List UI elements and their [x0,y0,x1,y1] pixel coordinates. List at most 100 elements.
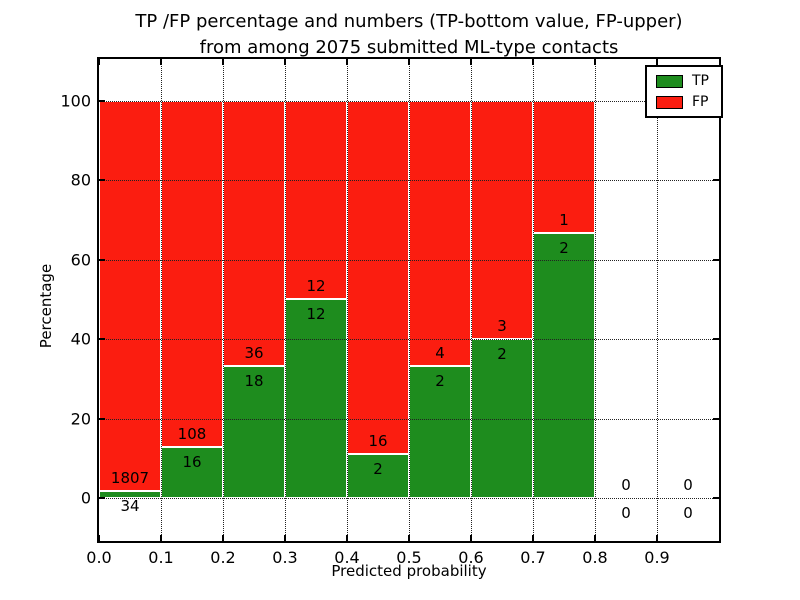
y-tick-mark-left [99,179,105,182]
x-tick-mark-top [98,59,100,65]
gridline-vertical [161,59,162,541]
tp-count-label: 2 [497,345,507,364]
y-tick-label: 80 [70,170,91,190]
x-tick-mark-bottom [470,535,472,541]
x-tick-mark-bottom [656,535,658,541]
x-tick-mark-bottom [284,535,286,541]
x-tick-label: 0.9 [644,548,670,567]
bar-segment-fp [161,100,223,447]
gridline-vertical [533,59,534,541]
x-tick-mark-bottom [408,535,410,541]
y-tick-mark-right [713,258,719,261]
x-tick-mark-top [284,59,286,65]
x-tick-mark-bottom [98,535,100,541]
legend-label-fp: FP [692,94,709,110]
bar-segment-fp [347,100,409,454]
y-tick-label: 0 [80,488,91,508]
bar-segment-fp [471,100,533,340]
x-tick-mark-top [594,59,596,65]
fp-count-label: 1 [559,211,569,230]
bar-segment-tp [99,490,161,498]
tp-count-label: 0 [621,504,631,522]
x-tick-label: 0.8 [582,548,608,567]
bar-segment-tp [223,365,285,498]
chart-title-line1: TP /FP percentage and numbers (TP-bottom… [135,11,683,32]
tp-count-label: 0 [683,504,693,522]
x-tick-label: 0.0 [86,548,112,567]
legend-item-tp: TP [656,74,709,88]
x-tick-mark-bottom [594,535,596,541]
fp-count-label: 36 [244,343,264,362]
y-tick-label: 20 [70,409,91,429]
legend: TP FP [645,65,723,118]
tp-count-label: 12 [306,305,326,324]
tp-count-label: 2 [559,239,569,258]
bar-segment-fp [223,100,285,366]
y-tick-mark-left [99,338,105,341]
x-tick-mark-top [160,59,162,65]
legend-item-fp: FP [656,95,709,109]
y-tick-mark-left [99,497,105,499]
x-tick-label: 0.1 [148,548,174,567]
gridline-vertical [409,59,410,541]
bar-segment-tp [533,233,595,498]
fp-count-label: 16 [368,431,388,450]
x-tick-label: 0.6 [458,548,484,567]
x-tick-label: 0.3 [272,548,298,567]
fp-count-label: 1807 [110,468,150,487]
bar-segment-fp [409,100,471,366]
y-tick-mark-right [713,179,719,182]
gridline-vertical [471,59,472,541]
y-tick-label: 40 [70,329,91,349]
gridline-vertical [657,59,658,541]
x-tick-mark-bottom [222,535,224,541]
x-tick-mark-top [222,59,224,65]
legend-label-tp: TP [692,73,709,89]
y-tick-mark-left [99,417,105,420]
gridline-vertical [285,59,286,541]
gridline-vertical [595,59,596,541]
x-tick-mark-top [470,59,472,65]
x-axis-label: Predicted probability [331,562,487,580]
fp-count-label: 0 [683,476,693,494]
x-tick-mark-bottom [532,535,534,541]
tp-count-label: 34 [120,496,140,515]
x-tick-label: 0.2 [210,548,236,567]
x-tick-label: 0.5 [396,548,422,567]
x-tick-mark-top [408,59,410,65]
plot-area: 1807 34 108 16 36 18 12 12 16 2 4 2 3 2 1 2 0 0 0 0 [97,57,721,543]
tp-count-label: 2 [435,371,445,390]
fp-count-label: 4 [435,343,445,362]
x-tick-mark-top [656,59,658,65]
x-tick-mark-top [532,59,534,65]
tp-count-label: 16 [182,452,202,471]
bar-segment-fp [285,100,347,300]
gridline-vertical [347,59,348,541]
tp-count-label: 18 [244,371,264,390]
x-tick-mark-bottom [160,535,162,541]
fp-count-label: 0 [621,476,631,494]
x-tick-label: 0.4 [334,548,360,567]
bar-segment-tp [347,453,409,498]
gridline-vertical [223,59,224,541]
y-tick-mark-right [713,338,719,341]
chart-title: TP /FP percentage and numbers (TP-bottom… [99,9,719,61]
bar-segment-fp [99,100,161,491]
fp-count-label: 12 [306,277,326,296]
x-tick-mark-bottom [346,535,348,541]
fp-count-label: 108 [177,424,207,443]
x-tick-label: 0.7 [520,548,546,567]
y-tick-mark-right [713,497,719,499]
y-tick-mark-left [99,258,105,261]
fp-count-label: 3 [497,317,507,336]
y-tick-label: 60 [70,250,91,270]
y-tick-mark-right [713,417,719,420]
y-tick-mark-left [99,99,105,102]
y-tick-label: 100 [60,91,91,111]
x-tick-mark-top [346,59,348,65]
chart-title-line2: from among 2075 submitted ML-type contac… [199,37,619,59]
fp-legend-swatch-icon [656,95,683,109]
bar-segment-tp [285,299,347,498]
bar-segment-tp [161,446,223,498]
